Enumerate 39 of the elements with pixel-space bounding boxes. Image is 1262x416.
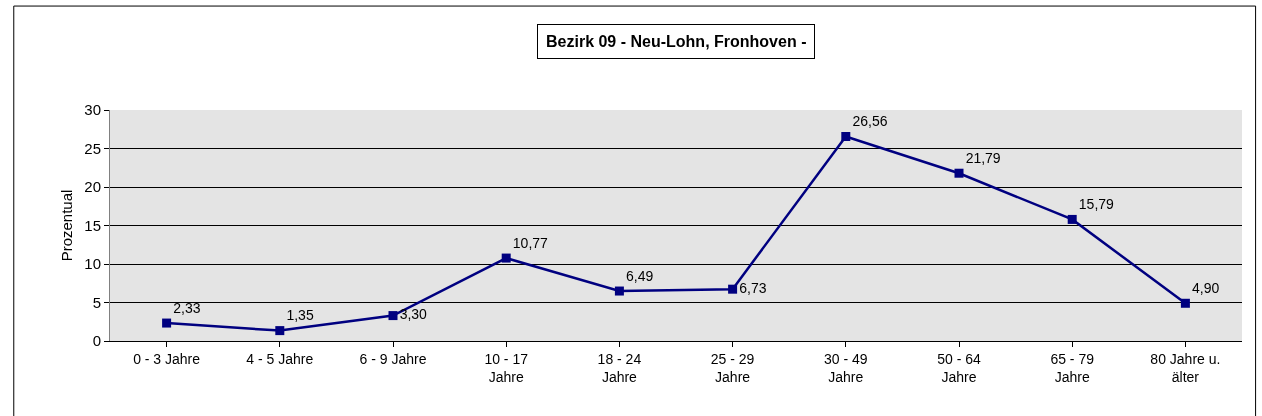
point [501, 253, 511, 263]
x-tick-label: 18 - 24 Jahre [597, 350, 642, 385]
data-label: 21,79 [965, 150, 1001, 167]
data-label: 6,49 [626, 267, 654, 284]
data-label: 6,73 [739, 279, 767, 296]
y-tick-label: 30 [84, 101, 101, 119]
chart-title: Bezirk 09 - Neu-Lohn, Fronhoven - [546, 33, 807, 50]
data-label: 4,90 [1192, 280, 1220, 297]
x-tick-label: 65 - 79 Jahre [1050, 350, 1095, 385]
point [388, 311, 398, 321]
x-tick-label: 80 Jahre u. älter [1150, 350, 1221, 385]
data-label: 3,30 [399, 306, 428, 323]
point [954, 168, 964, 178]
data-label: 26,56 [852, 113, 888, 130]
x-tick-label: 50 - 64 Jahre [937, 350, 981, 385]
x-tick-label: 6 - 9 Jahre [359, 350, 427, 367]
point [1067, 214, 1077, 224]
y-tick-label: 10 [84, 255, 101, 273]
data-label: 1,35 [286, 307, 314, 324]
y-tick-label: 5 [92, 293, 101, 311]
y-tick-label: 0 [92, 332, 101, 350]
x-tick-label: 4 - 5 Jahre [246, 350, 314, 367]
point [728, 284, 738, 294]
y-tick-label: 25 [84, 139, 101, 157]
point [275, 326, 285, 336]
y-axis-title: Prozentual [57, 189, 75, 262]
point [1180, 298, 1190, 308]
point [614, 286, 624, 296]
x-tick-label: 10 - 17 Jahre [484, 350, 529, 385]
data-label: 10,77 [512, 234, 549, 251]
data-label: 15,79 [1078, 196, 1115, 213]
x-tick-label: 30 - 49 Jahre [824, 350, 868, 385]
x-tick-label: 0 - 3 Jahre [133, 350, 201, 367]
data-label: 2,33 [173, 299, 201, 316]
y-tick-label: 20 [84, 178, 101, 196]
point [841, 131, 851, 141]
y-tick-label: 15 [84, 216, 101, 234]
point [162, 318, 172, 328]
x-tick-label: 25 - 29 Jahre [710, 350, 755, 385]
